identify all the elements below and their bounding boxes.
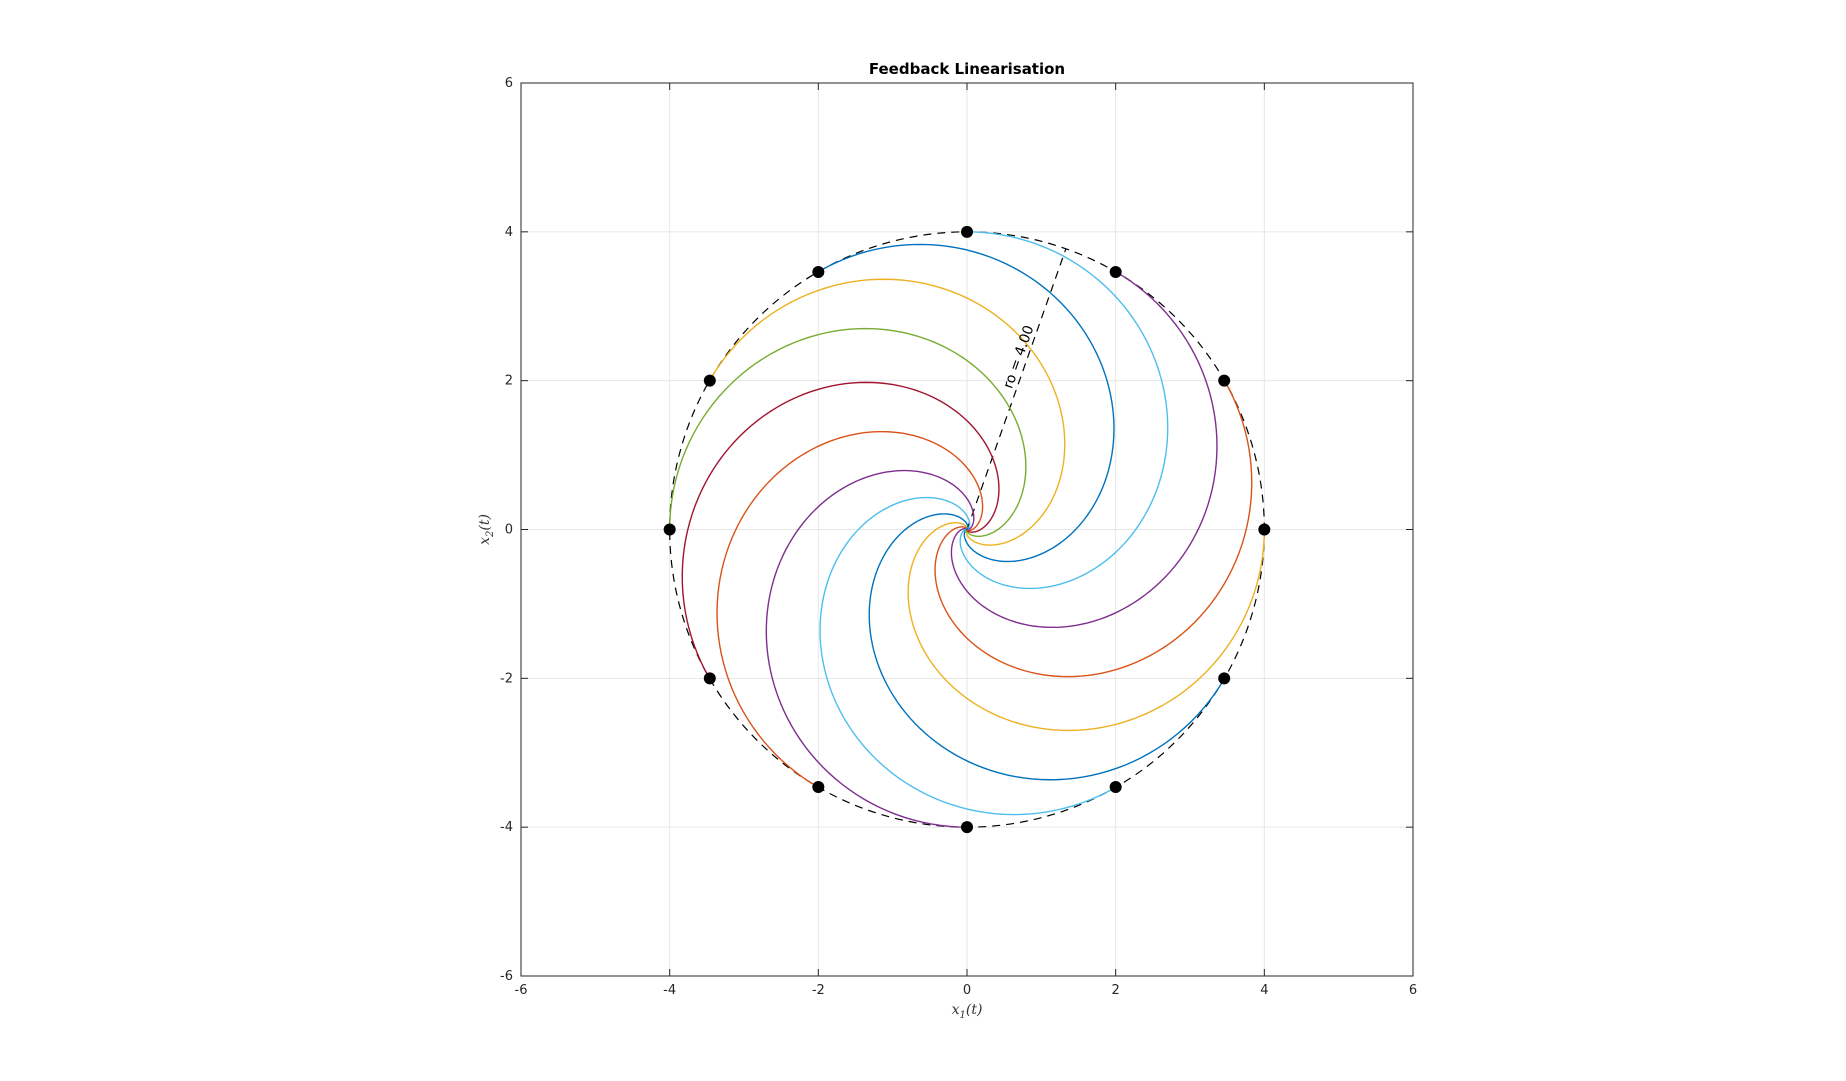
y-tick-label: -4 (500, 820, 513, 835)
y-axis-label-sub: 2 (485, 531, 496, 538)
y-tick-label: 2 (505, 374, 513, 389)
initial-point-3 (1109, 266, 1122, 279)
x-tick-label: 6 (1409, 983, 1417, 998)
initial-point-9 (812, 780, 825, 793)
y-tick-label: -6 (500, 969, 513, 984)
x-tick-label: -2 (812, 983, 825, 998)
y-tick-label: -2 (500, 671, 513, 686)
initial-points (663, 225, 1271, 834)
y-axis-ticks: -6 -4 -2 0 2 4 6 (500, 76, 1413, 984)
x-axis-ticks: -6 -4 -2 0 2 4 6 (515, 83, 1417, 998)
initial-point-7 (663, 523, 676, 536)
trajectory-line-12 (868, 513, 1226, 781)
y-axis-label-arg: (t) (477, 514, 493, 531)
initial-point-2 (1218, 374, 1231, 387)
initial-point-5 (812, 266, 825, 279)
chart-title: Feedback Linearisation (869, 60, 1065, 78)
y-axis-label-group: x2(t) (477, 514, 496, 545)
y-tick-label: 6 (505, 76, 513, 91)
y-axis-label-var: x (477, 537, 493, 545)
x-tick-label: -4 (663, 983, 676, 998)
x-axis-label-var: x (952, 1002, 960, 1018)
y-tick-label: 4 (505, 225, 513, 240)
x-axis-label-arg: (t) (966, 1002, 983, 1018)
x-tick-label: 4 (1260, 983, 1268, 998)
initial-point-1 (1258, 523, 1271, 536)
y-tick-label: 0 (505, 523, 513, 538)
initial-point-8 (703, 672, 716, 685)
x-tick-label: -6 (515, 983, 528, 998)
initial-point-6 (703, 374, 716, 387)
x-axis-label-sub: 1 (959, 1010, 965, 1021)
initial-point-10 (961, 821, 973, 834)
initial-point-4 (961, 225, 973, 238)
trajectory-series (668, 231, 1266, 828)
initial-point-12 (1218, 672, 1231, 685)
x-tick-label: 2 (1112, 983, 1120, 998)
radius-line (966, 248, 1067, 530)
x-axis-label: x1(t) (952, 1002, 983, 1021)
x-tick-label: 0 (963, 983, 971, 998)
initial-point-11 (1109, 780, 1122, 793)
y-axis-label: x2(t) (477, 514, 496, 545)
